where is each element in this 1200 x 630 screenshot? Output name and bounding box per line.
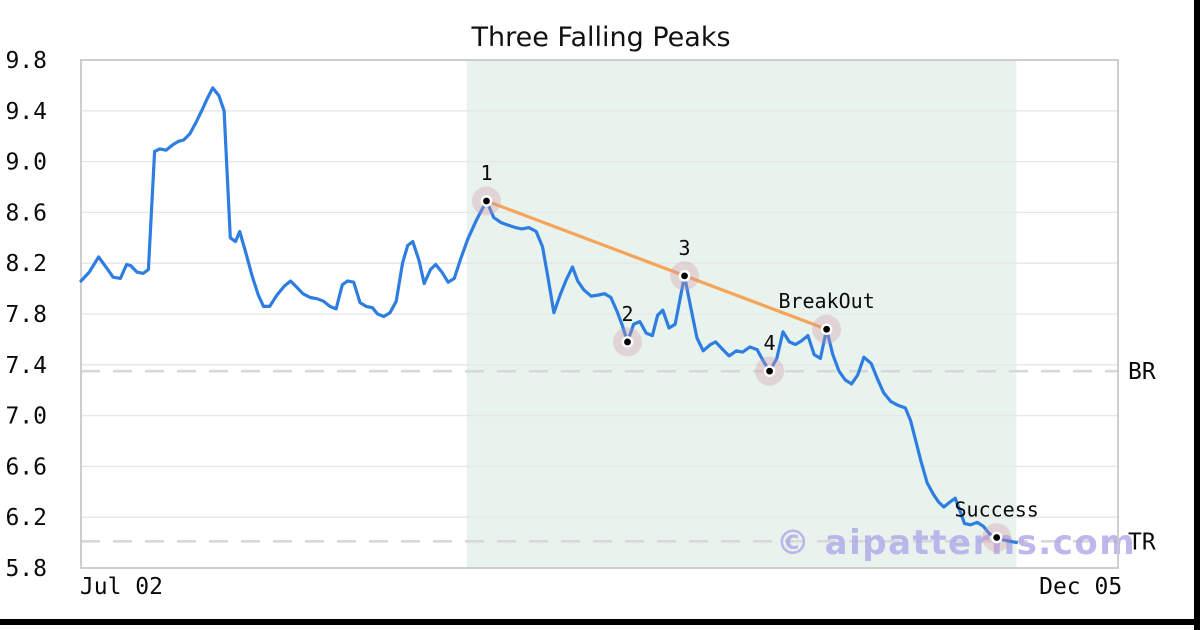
x-tick-label: Dec 05	[1039, 574, 1122, 600]
level-label-tr: TR	[1128, 529, 1156, 555]
y-tick-label: 9.4	[5, 99, 47, 125]
y-tick-label: 7.8	[5, 302, 47, 328]
y-tick-label: 8.6	[5, 200, 47, 226]
y-tick-label: 8.2	[5, 251, 47, 277]
annotation-label-success: Success	[955, 498, 1039, 522]
level-lines	[81, 369, 1118, 543]
marker-dot-2	[621, 336, 634, 348]
x-tick-label: Jul 02	[80, 574, 163, 600]
chart-title: Three Falling Peaks	[470, 22, 730, 53]
y-tick-label: 6.6	[5, 454, 47, 480]
marker-dot-3	[678, 270, 691, 282]
y-tick-label: 7.4	[5, 353, 47, 379]
price-line	[79, 86, 1018, 545]
annotation-label-1: 1	[480, 161, 492, 185]
annotation-label-4: 4	[764, 331, 776, 355]
marker-dot-4	[763, 365, 776, 377]
annotation-label-breakout: BreakOut	[778, 289, 874, 313]
level-label-br: BR	[1128, 359, 1156, 385]
y-axis-tick-labels: 9.8 9.4 9.0 8.6 8.2 7.8 7.4 7.0 6.6 6.2 5.8	[5, 48, 47, 582]
watermark: © aipatterns.com	[776, 523, 1136, 563]
y-tick-label: 5.8	[5, 556, 47, 582]
x-axis-tick-labels: Jul 02 Dec 05	[80, 574, 1122, 600]
y-tick-label: 9.8	[5, 48, 47, 74]
y-tick-label: 6.2	[5, 505, 47, 531]
y-tick-label: 9.0	[5, 150, 47, 176]
marker-dot-success	[990, 531, 1003, 544]
marker-dot-1	[480, 195, 493, 207]
annotation-label-2: 2	[621, 302, 633, 326]
markers	[471, 186, 1012, 553]
y-tick-label: 7.0	[5, 404, 47, 430]
marker-dot-breakout	[820, 323, 833, 336]
annotation-label-3: 3	[679, 236, 691, 260]
gridlines	[81, 110, 1118, 518]
trendline	[485, 199, 828, 331]
plot-frame	[80, 59, 1119, 569]
bottom-edge-bar	[0, 619, 1200, 625]
right-edge-bar	[1194, 0, 1200, 630]
level-labels: BR TR	[1128, 359, 1156, 555]
